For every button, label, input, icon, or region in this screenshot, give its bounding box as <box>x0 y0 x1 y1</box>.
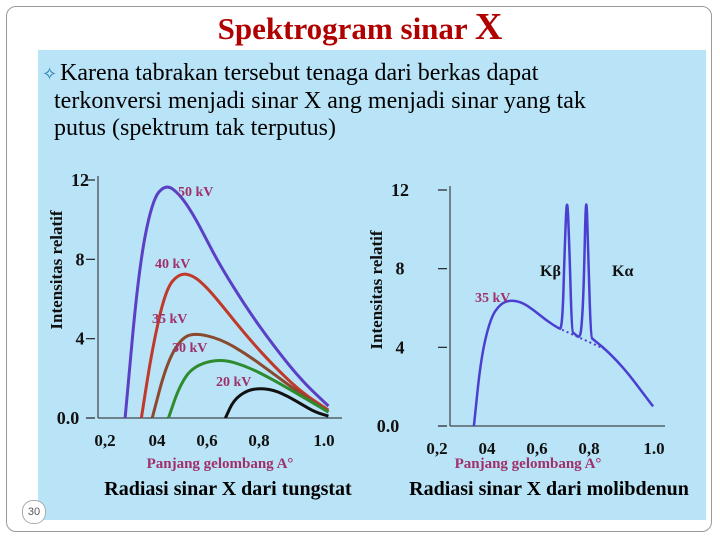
bullet-line-1: Karena tabrakan tersebut tenaga dari ber… <box>60 60 539 86</box>
series-line-50kv <box>123 185 330 419</box>
bullet-line-2: terkonversi menjadi sinar X ang menjadi … <box>54 88 586 114</box>
y-tick-label: 8 <box>396 259 405 279</box>
x-tick-label: 1.0 <box>313 431 334 450</box>
series-label: 35 kV <box>475 291 510 306</box>
series-label: 40 kV <box>155 257 190 272</box>
series-label: 35 kV <box>152 312 187 327</box>
series-label: 20 kV <box>216 375 251 390</box>
annotation-k-beta: Kβ <box>540 263 561 280</box>
series-line-30kv <box>167 358 330 419</box>
x-tick-label: 0,2 <box>94 431 115 450</box>
chart-caption: Radiasi sinar X dari molibdenun <box>409 478 689 500</box>
continuum-dotted-line <box>557 326 606 351</box>
x-tick-label: 1.0 <box>643 439 664 458</box>
annotation-k-alpha: Kα <box>612 263 633 280</box>
bullet-icon: ✧ <box>42 64 58 84</box>
slide-title: Spektrogram sinar X <box>217 6 503 48</box>
series-line-35kv <box>472 203 655 427</box>
y-tick-label: 12 <box>71 170 89 190</box>
content-panel <box>38 50 706 520</box>
series-label: 50 kV <box>178 185 213 200</box>
chart-caption: Radiasi sinar X dari tungstat <box>104 478 352 500</box>
y-axis-label: Intensitas relatif <box>367 230 386 349</box>
x-tick-label: 04 <box>149 431 167 450</box>
x-tick-label: 0,8 <box>578 439 599 458</box>
bullet-line-3: putus (spektrum tak terputus) <box>54 115 336 141</box>
x-tick-label: 0,6 <box>196 431 217 450</box>
x-axis-label: Panjang gelombang A° <box>455 456 602 472</box>
y-tick-label: 12 <box>391 180 409 200</box>
x-tick-label: 0,6 <box>526 439 547 458</box>
series-label: 30 kV <box>172 341 207 356</box>
y-tick-label: 8 <box>76 249 85 269</box>
x-axis-label: Panjang gelombang A° <box>147 456 294 472</box>
series-line-40kv <box>139 272 330 419</box>
y-tick-label: 0.0 <box>377 416 400 436</box>
x-tick-label: 0,8 <box>248 431 269 450</box>
x-tick-label: 04 <box>479 439 497 458</box>
x-tick-label: 0,2 <box>426 439 447 458</box>
y-tick-label: 4 <box>396 337 405 357</box>
bullet-text: ✧ Karena tabrakan tersebut tenaga dari be… <box>42 60 692 142</box>
y-tick-label: 4 <box>76 329 85 349</box>
series-line-20kv <box>224 387 330 419</box>
series-line-35kv <box>150 332 330 419</box>
slide-frame <box>6 6 712 532</box>
y-axis-label: Intensitas relatif <box>47 210 66 329</box>
slide-number: 30 <box>22 500 46 524</box>
y-tick-label: 0.0 <box>57 408 80 428</box>
